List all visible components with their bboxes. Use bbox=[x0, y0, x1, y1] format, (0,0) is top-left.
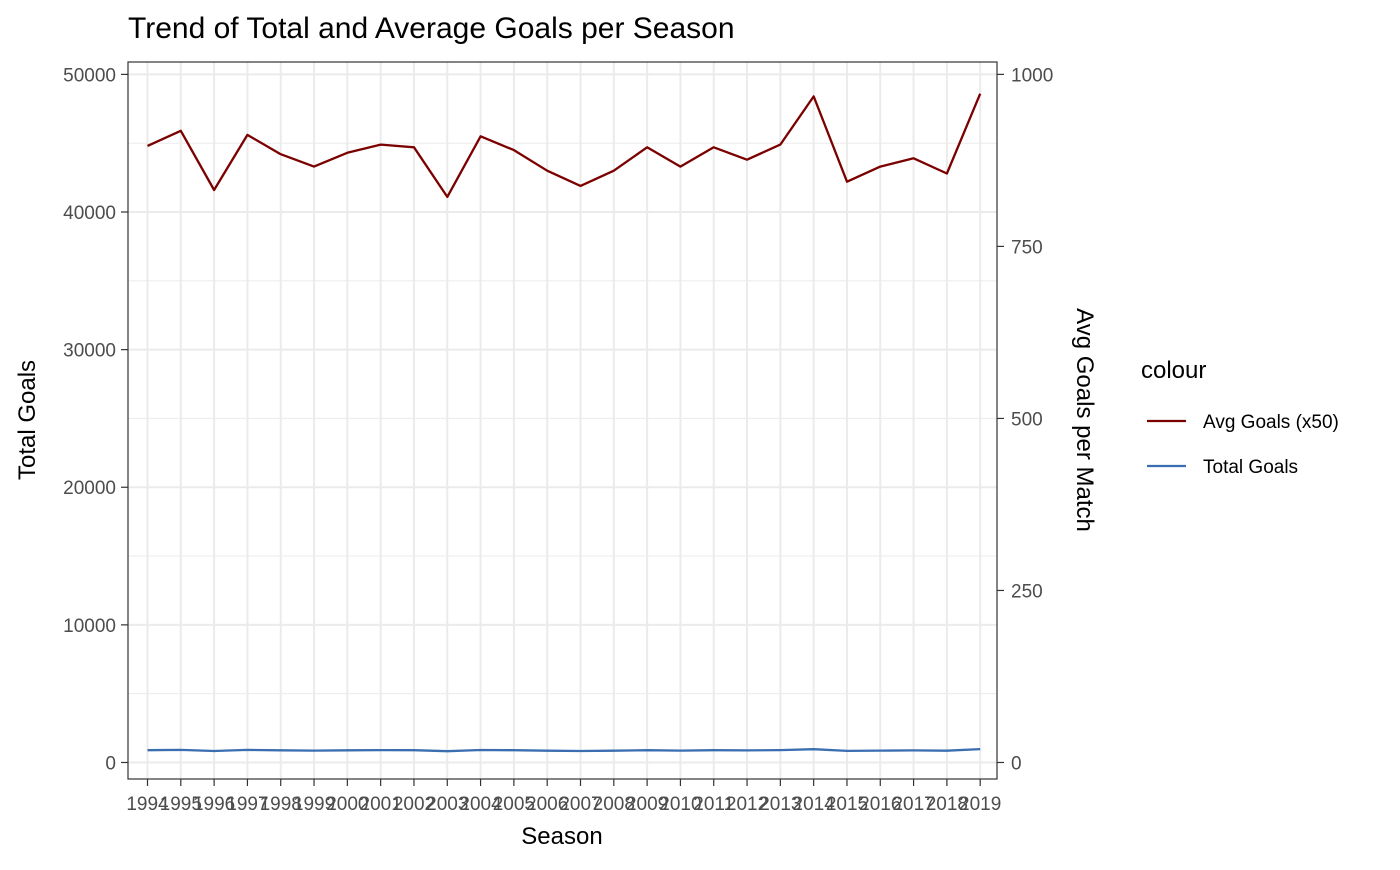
y-axis-left: 0 10000 20000 30000 40000 50000 bbox=[63, 65, 128, 774]
y-right-tick-label: 750 bbox=[1011, 237, 1043, 258]
x-axis: 1994199519961997199819992000200120022003… bbox=[126, 779, 1001, 815]
x-tick-label: 2002 bbox=[393, 794, 435, 815]
legend-title: colour bbox=[1141, 357, 1206, 384]
y-axis-right: 0 250 500 750 1000 bbox=[997, 65, 1053, 774]
x-tick-label: 2017 bbox=[892, 794, 934, 815]
series-layer bbox=[147, 93, 982, 753]
legend-items: Avg Goals (x50) Total Goals bbox=[1147, 412, 1339, 478]
x-tick-label: 2007 bbox=[559, 794, 601, 815]
legend: colour Avg Goals (x50) Total Goals bbox=[1141, 357, 1339, 478]
x-tick-label: 2019 bbox=[959, 794, 1001, 815]
x-tick-label: 1998 bbox=[260, 794, 302, 815]
plot-panel bbox=[127, 61, 998, 780]
x-tick-label: 2011 bbox=[693, 794, 734, 815]
y-left-tick-label: 30000 bbox=[63, 341, 116, 362]
plot-background bbox=[128, 62, 997, 779]
x-tick-label: 2008 bbox=[593, 794, 635, 815]
x-tick-label: 2009 bbox=[626, 794, 668, 815]
y-right-tick-label: 250 bbox=[1011, 581, 1043, 602]
grid-minor bbox=[128, 142, 997, 695]
y-left-tick-label: 10000 bbox=[63, 616, 116, 637]
series-line bbox=[147, 747, 981, 753]
x-tick-label: 2004 bbox=[459, 794, 502, 815]
y-left-tick-label: 50000 bbox=[63, 65, 116, 86]
x-tick-label: 2012 bbox=[726, 794, 768, 815]
x-tick-label: 1999 bbox=[293, 794, 335, 815]
x-tick-label: 2013 bbox=[759, 794, 801, 815]
x-tick-label: 2006 bbox=[526, 794, 568, 815]
x-tick-label: 1997 bbox=[226, 794, 268, 815]
grid-major bbox=[128, 62, 997, 779]
series-line bbox=[147, 93, 982, 199]
x-tick-label: 1996 bbox=[193, 794, 235, 815]
x-tick-label: 2010 bbox=[659, 794, 701, 815]
y-right-tick-label: 500 bbox=[1011, 409, 1043, 430]
x-tick-label: 2014 bbox=[793, 794, 836, 815]
x-tick-label: 2005 bbox=[493, 794, 535, 815]
x-tick-label: 1994 bbox=[126, 794, 169, 815]
x-tick-label: 2000 bbox=[326, 794, 368, 815]
x-tick-label: 2016 bbox=[859, 794, 901, 815]
y-axis-left-title: Total Goals bbox=[14, 360, 41, 480]
y-axis-right-title: Avg Goals per Match bbox=[1071, 308, 1098, 532]
y-left-tick-label: 20000 bbox=[63, 478, 116, 499]
x-tick-label: 2001 bbox=[360, 794, 402, 815]
y-left-tick-label: 0 bbox=[105, 753, 116, 774]
legend-label: Total Goals bbox=[1203, 457, 1298, 478]
x-tick-label: 2018 bbox=[926, 794, 968, 815]
legend-label: Avg Goals (x50) bbox=[1203, 412, 1339, 433]
x-tick-label: 2015 bbox=[826, 794, 868, 815]
x-axis-title: Season bbox=[521, 823, 602, 850]
chart-title: Trend of Total and Average Goals per Sea… bbox=[128, 12, 735, 45]
x-tick-label: 1995 bbox=[160, 794, 202, 815]
plot-border bbox=[127, 61, 998, 780]
y-left-tick-label: 40000 bbox=[63, 203, 116, 224]
y-right-tick-label: 1000 bbox=[1011, 65, 1053, 86]
y-right-tick-label: 0 bbox=[1011, 753, 1022, 774]
x-tick-label: 2003 bbox=[426, 794, 468, 815]
